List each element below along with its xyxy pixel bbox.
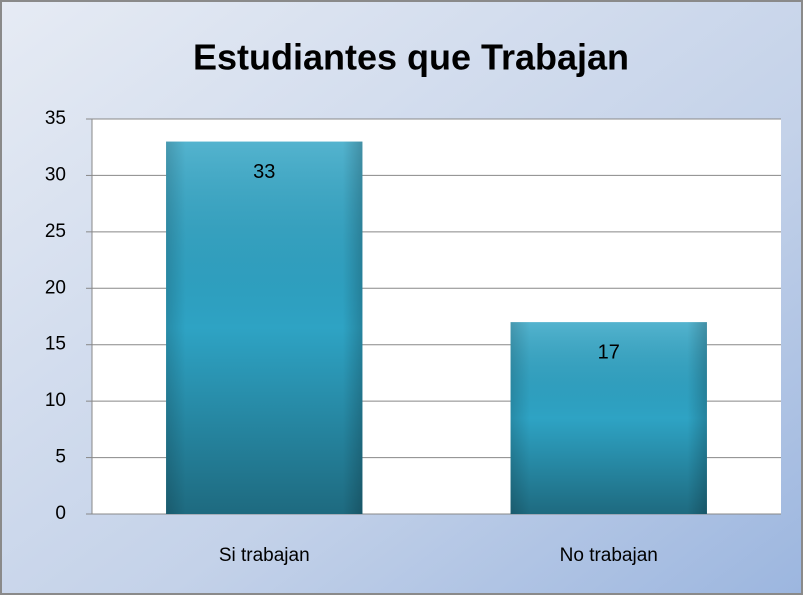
bar-edge	[510, 322, 707, 514]
y-tick-label: 10	[45, 390, 66, 411]
data-label: 33	[253, 161, 275, 183]
y-tick-label: 20	[45, 277, 66, 298]
y-tick-label: 30	[45, 164, 66, 185]
y-tick-label: 5	[55, 447, 66, 468]
y-tick-label: 35	[45, 108, 66, 129]
x-tick-label: No trabajan	[560, 545, 658, 566]
y-tick-label: 15	[45, 334, 66, 355]
chart-title: Estudiantes que Trabajan	[193, 37, 629, 78]
data-label: 17	[598, 341, 620, 363]
x-tick-label: Si trabajan	[219, 545, 310, 566]
bar-edge	[166, 141, 363, 515]
y-tick-label: 0	[55, 503, 66, 524]
y-tick-label: 25	[45, 221, 66, 242]
